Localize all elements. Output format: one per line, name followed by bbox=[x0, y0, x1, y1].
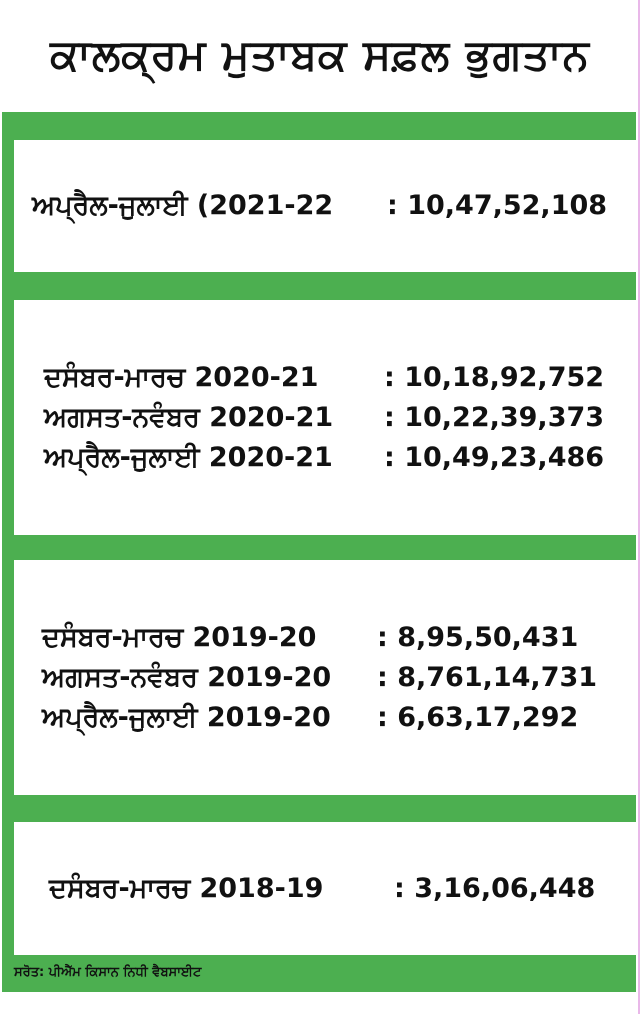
payment-value: : 8,95,50,431 bbox=[377, 621, 579, 653]
period-label: ਦਸੰਬਰ-ਮਾਰਚ 2019-20 bbox=[42, 621, 317, 653]
payment-value: : 10,22,39,373 bbox=[384, 401, 605, 433]
payment-value: : 10,18,92,752 bbox=[384, 361, 605, 393]
right-edge-line bbox=[638, 0, 640, 1014]
page-title: ਕਾਲਕ੍ਰਮ ਮੁਤਾਬਕ ਸਫ਼ਲ ਭੁਗਤਾਨ bbox=[50, 30, 590, 79]
source-note: ਸਰੋਤ: ਪੀਐੱਮ ਕਿਸਾਨ ਨਿਧੀ ਵੈਬਸਾਈਟ bbox=[14, 965, 202, 980]
data-row: ਦਸੰਬਰ-ਮਾਰਚ 2018-19 : 3,16,06,448 bbox=[49, 869, 640, 909]
period-label: ਦਸੰਬਰ-ਮਾਰਚ 2020-21 bbox=[44, 361, 319, 393]
data-row: ਅਪ੍ਰੈਲ-ਜੁਲਾਈ 2019-20 : 6,63,17,292 bbox=[42, 698, 640, 738]
period-label: ਅਗਸਤ-ਨਵੰਬਰ 2020-21 bbox=[44, 401, 334, 433]
data-row: ਦਸੰਬਰ-ਮਾਰਚ 2019-20 : 8,95,50,431 bbox=[42, 618, 640, 658]
payment-value: : 10,49,23,486 bbox=[384, 441, 605, 473]
data-row: ਅਗਸਤ-ਨਵੰਬਰ 2019-20 : 8,761,14,731 bbox=[42, 658, 640, 698]
period-label: ਅਪ੍ਰੈਲ-ਜੁਲਾਈ 2019-20 bbox=[42, 701, 331, 733]
period-label: ਅਪ੍ਰੈਲ-ਜੁਲਾਈ 2020-21 bbox=[44, 441, 333, 473]
payment-value: : 10,47,52,108 bbox=[387, 190, 608, 221]
data-row: ਦਸੰਬਰ-ਮਾਰਚ 2020-21 : 10,18,92,752 bbox=[44, 358, 640, 398]
payment-value: : 6,63,17,292 bbox=[377, 701, 579, 733]
data-row: ਅਗਸਤ-ਨਵੰਬਰ 2020-21 : 10,22,39,373 bbox=[44, 398, 640, 438]
period-label: ਦਸੰਬਰ-ਮਾਰਚ 2018-19 bbox=[49, 872, 324, 904]
group-2020-21: ਦਸੰਬਰ-ਮਾਰਚ 2020-21 : 10,18,92,752 ਅਗਸਤ-ਨ… bbox=[14, 300, 640, 535]
green-frame: ਅਪ੍ਰੈਲ-ਜੁਲਾਈ (2021-22 : 10,47,52,108 ਦਸੰ… bbox=[2, 112, 640, 992]
data-row: ਅਪ੍ਰੈਲ-ਜੁਲਾਈ (2021-22 : 10,47,52,108 bbox=[32, 186, 640, 226]
group-2018-19: ਦਸੰਬਰ-ਮਾਰਚ 2018-19 : 3,16,06,448 bbox=[14, 822, 640, 955]
period-label: ਅਪ੍ਰੈਲ-ਜੁਲਾਈ (2021-22 bbox=[32, 190, 334, 221]
period-label: ਅਗਸਤ-ਨਵੰਬਰ 2019-20 bbox=[42, 661, 332, 693]
payment-value: : 8,761,14,731 bbox=[377, 661, 598, 693]
group-2019-20: ਦਸੰਬਰ-ਮਾਰਚ 2019-20 : 8,95,50,431 ਅਗਸਤ-ਨਵ… bbox=[14, 560, 640, 795]
payment-value: : 3,16,06,448 bbox=[394, 872, 596, 904]
data-row: ਅਪ੍ਰੈਲ-ਜੁਲਾਈ 2020-21 : 10,49,23,486 bbox=[44, 438, 640, 478]
group-2021-22: ਅਪ੍ਰੈਲ-ਜੁਲਾਈ (2021-22 : 10,47,52,108 bbox=[14, 140, 640, 272]
